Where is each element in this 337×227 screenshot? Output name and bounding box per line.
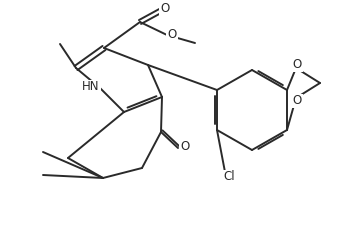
- Text: O: O: [180, 141, 190, 153]
- Text: Cl: Cl: [223, 170, 235, 183]
- Text: O: O: [167, 29, 177, 42]
- Text: O: O: [160, 2, 170, 15]
- Text: O: O: [293, 59, 302, 72]
- Text: HN: HN: [82, 81, 100, 94]
- Text: O: O: [293, 94, 302, 108]
